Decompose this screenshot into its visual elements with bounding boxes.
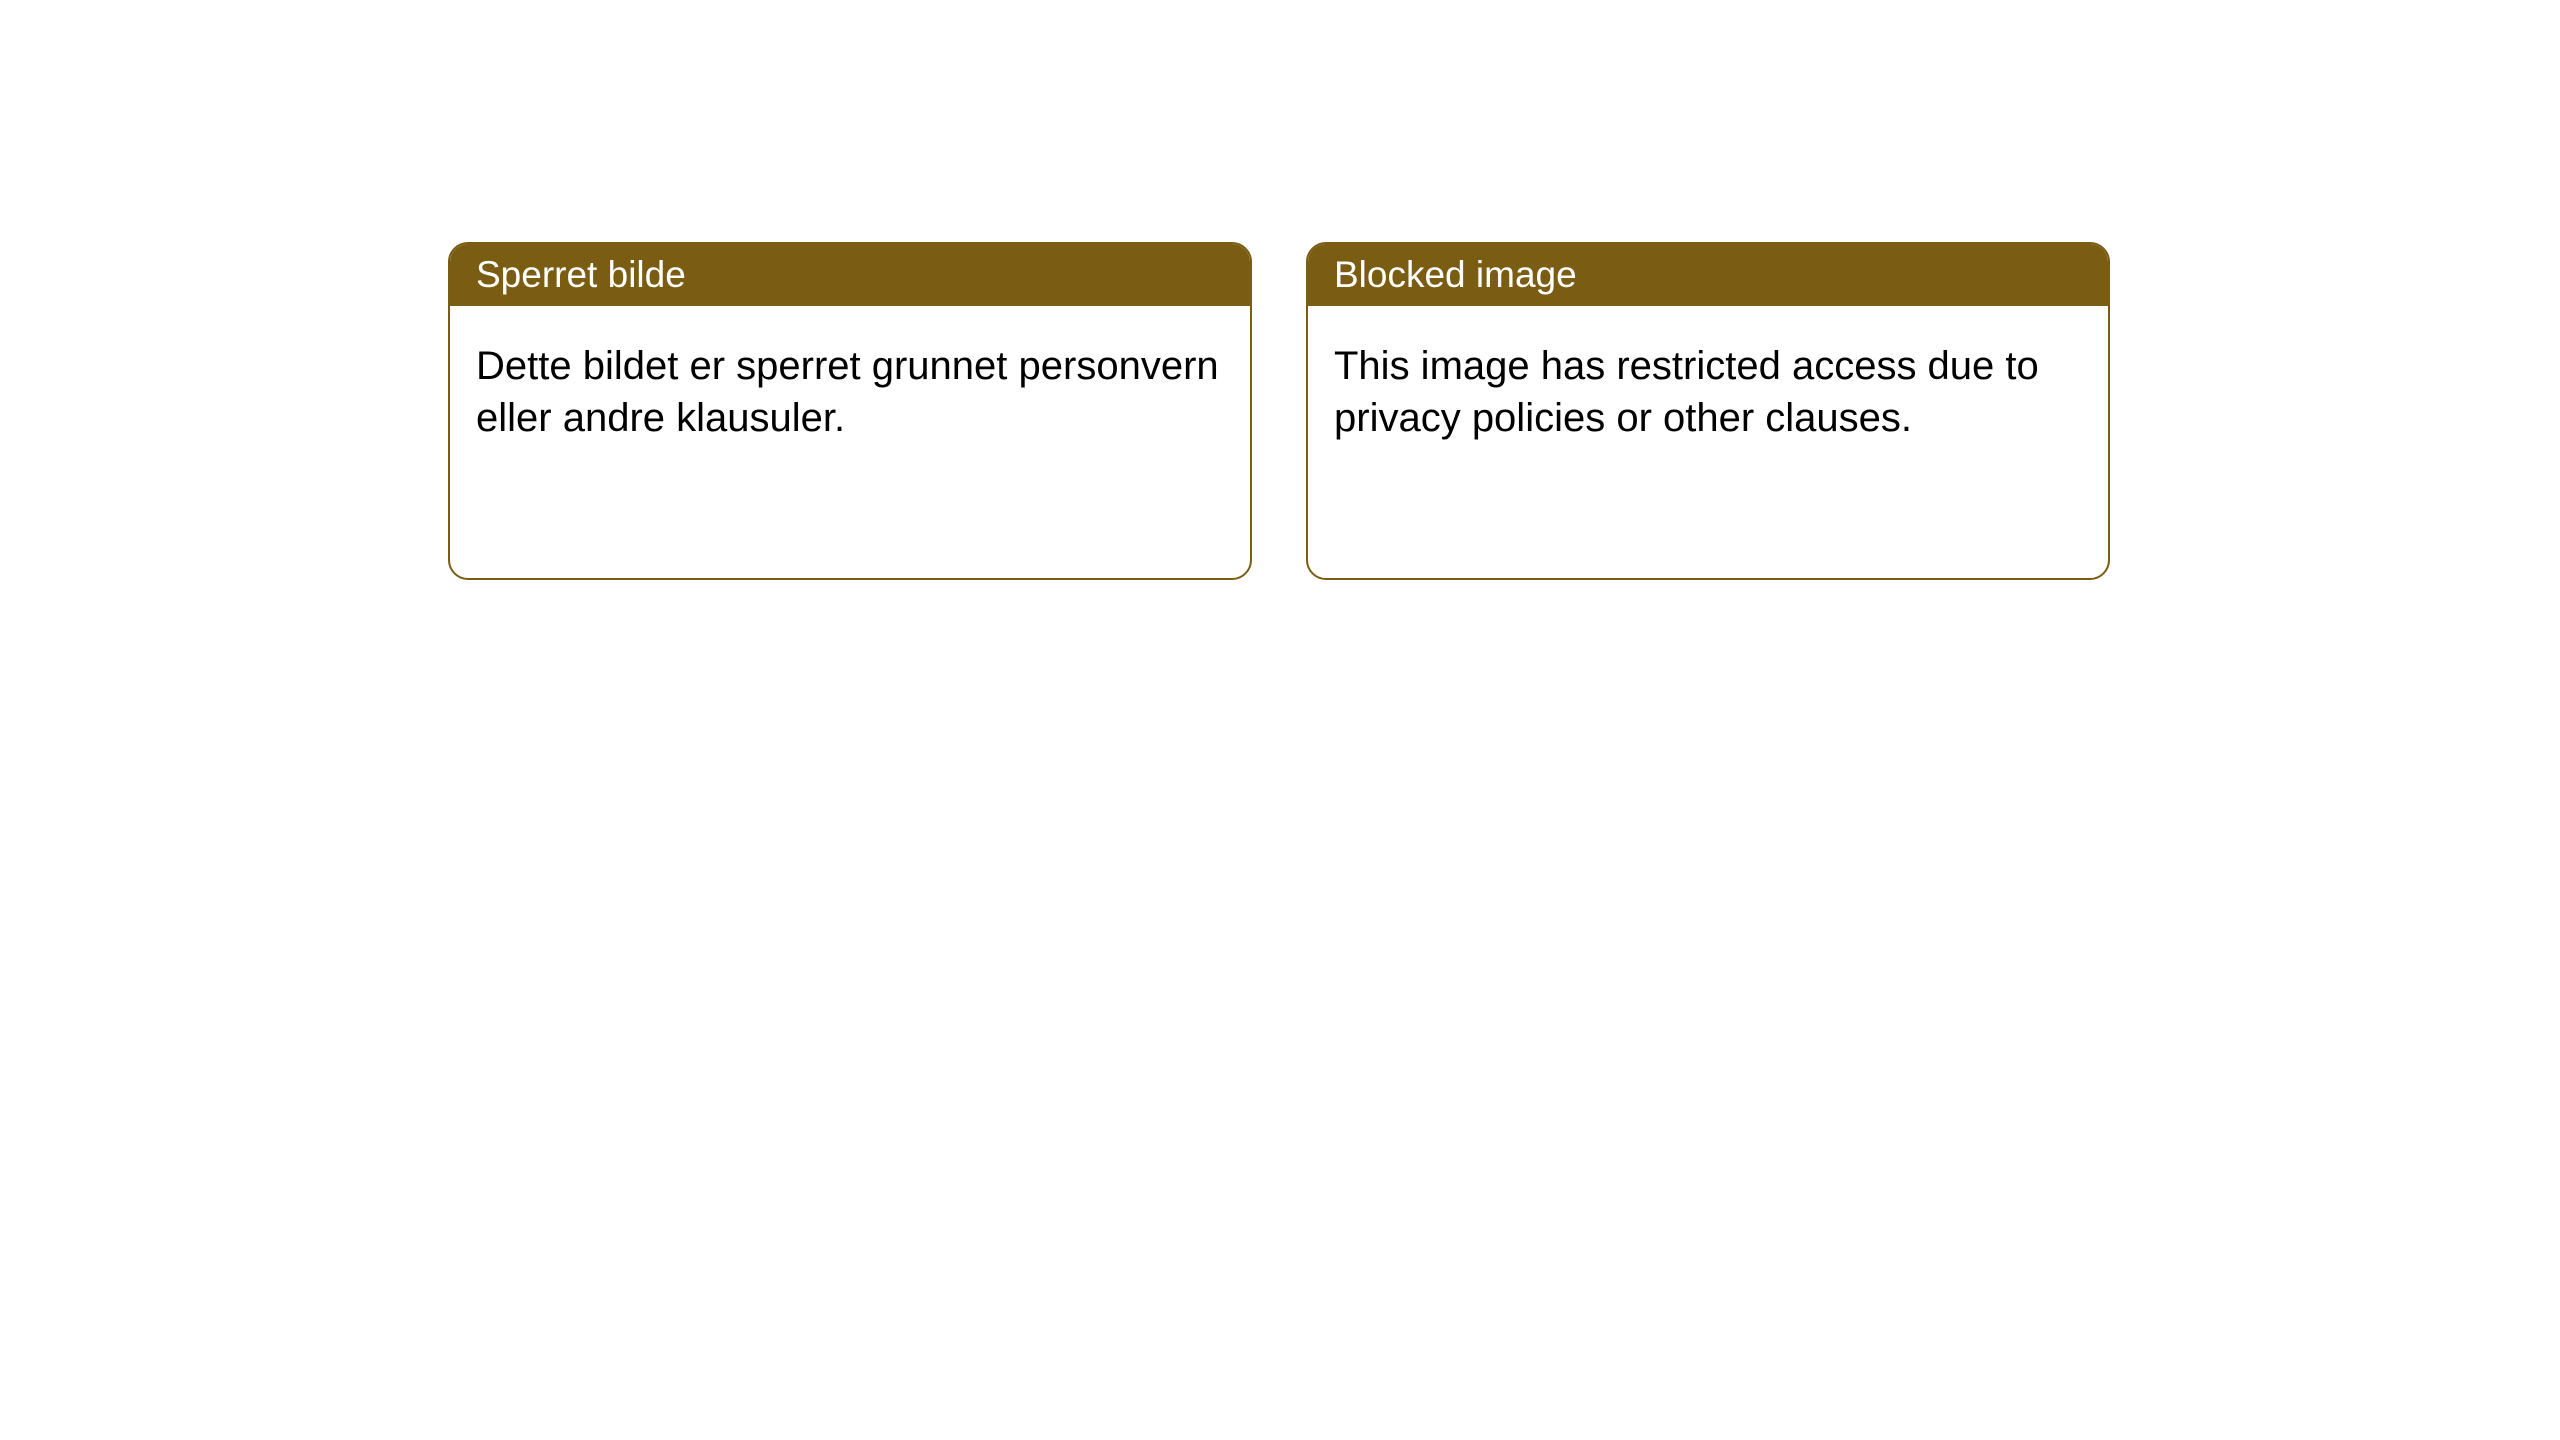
notice-title-norwegian: Sperret bilde — [450, 244, 1250, 306]
notice-card-norwegian: Sperret bilde Dette bildet er sperret gr… — [448, 242, 1252, 580]
notice-body-english: This image has restricted access due to … — [1308, 306, 2108, 478]
notice-title-english: Blocked image — [1308, 244, 2108, 306]
notice-container: Sperret bilde Dette bildet er sperret gr… — [448, 242, 2110, 580]
notice-card-english: Blocked image This image has restricted … — [1306, 242, 2110, 580]
notice-body-norwegian: Dette bildet er sperret grunnet personve… — [450, 306, 1250, 478]
